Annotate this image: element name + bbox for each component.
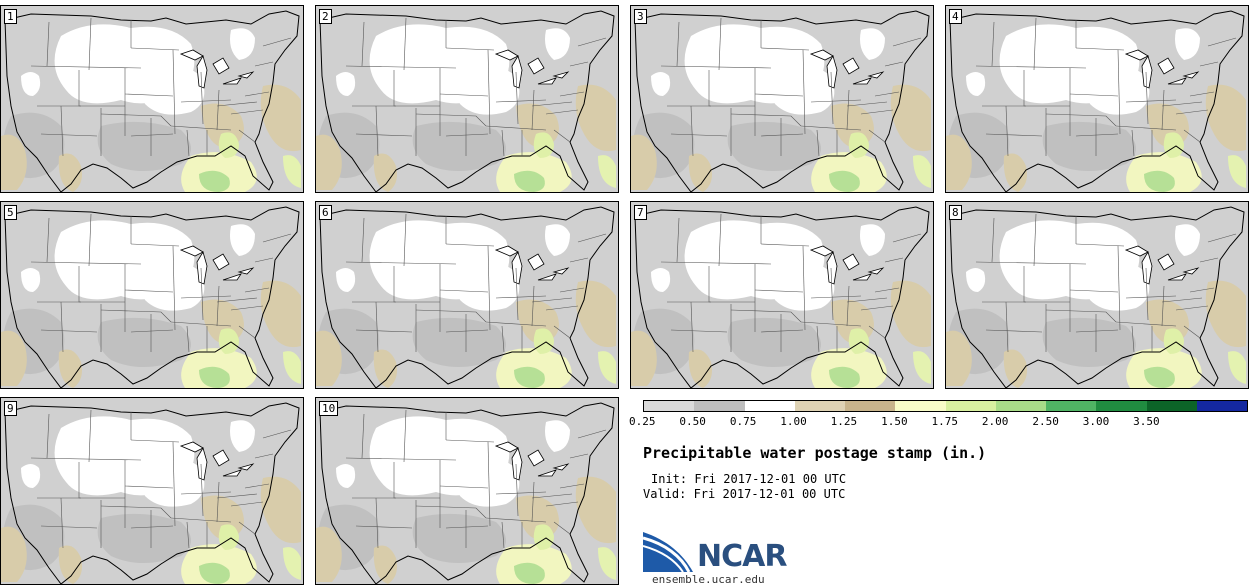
map-panel-image <box>631 202 933 388</box>
panel-number-label: 3 <box>634 9 647 24</box>
colorbar-tick-label: 3.50 <box>1133 415 1160 428</box>
map-panel: 9 <box>0 397 304 585</box>
colorbar-swatch <box>794 401 845 411</box>
colorbar-tick-label: 2.00 <box>981 415 1009 428</box>
colorbar-swatch <box>744 401 795 411</box>
valid-time: Valid: Fri 2017-12-01 00 UTC <box>643 487 846 501</box>
colorbar <box>643 400 1248 412</box>
map-panel: 7 <box>630 201 934 389</box>
colorbar-swatch <box>845 401 896 411</box>
colorbar-tick-label: 2.50 <box>1032 415 1059 428</box>
map-panel-image <box>1 398 303 584</box>
colorbar-tick-label: 1.00 <box>780 415 807 428</box>
map-panel-image <box>946 202 1248 388</box>
panel-number-label: 1 <box>4 9 17 24</box>
map-panel: 2 <box>315 5 619 193</box>
colorbar-tick-label: 1.75 <box>931 415 959 428</box>
panel-number-label: 4 <box>949 9 962 24</box>
map-panel-image <box>316 398 618 584</box>
colorbar-tick-label: 0.25 <box>629 415 656 428</box>
colorbar-tick-label: 0.75 <box>729 415 757 428</box>
map-panel-image <box>316 6 618 192</box>
colorbar-ticks: 0.25 0.50 0.75 1.00 1.25 1.50 1.75 2.00 2.50 3.00… <box>629 415 1260 429</box>
colorbar-swatch <box>995 401 1046 411</box>
ncar-logo-icon <box>643 532 693 573</box>
map-panel: 5 <box>0 201 304 389</box>
map-panel-image <box>631 6 933 192</box>
ncar-logo-text: NCAR <box>697 539 787 574</box>
chart-title: Precipitable water postage stamp (in.) <box>643 444 987 462</box>
map-panel: 1 <box>0 5 304 193</box>
colorbar-swatch <box>1146 401 1197 411</box>
map-panel-image <box>946 6 1248 192</box>
colorbar-swatch <box>644 401 695 411</box>
init-time: Init: Fri 2017-12-01 00 UTC <box>651 472 847 486</box>
colorbar-swatch <box>1096 401 1147 411</box>
panel-number-label: 6 <box>319 205 332 220</box>
colorbar-tick-label: 3.00 <box>1082 415 1110 428</box>
ensemble-url: ensemble.ucar.edu <box>652 573 765 586</box>
colorbar-tick-label: 1.25 <box>830 415 858 428</box>
colorbar-swatch <box>895 401 946 411</box>
panel-number-label: 10 <box>319 401 339 416</box>
colorbar-tick-label: 0.50 <box>679 415 706 428</box>
panel-number-label: 7 <box>634 205 647 220</box>
panel-number-label: 2 <box>319 9 332 24</box>
colorbar-swatch <box>945 401 996 411</box>
map-panel-image <box>1 202 303 388</box>
map-panel: 3 <box>630 5 934 193</box>
map-panel-image <box>1 6 303 192</box>
map-panel: 8 <box>945 201 1249 389</box>
map-panel: 10 <box>315 397 619 585</box>
colorbar-swatch <box>694 401 745 411</box>
panel-number-label: 8 <box>949 205 962 220</box>
map-panel: 6 <box>315 201 619 389</box>
colorbar-swatch <box>1046 401 1097 411</box>
panel-number-label: 5 <box>4 205 17 220</box>
panel-number-label: 9 <box>4 401 17 416</box>
colorbar-swatch <box>1196 401 1247 411</box>
colorbar-tick-label: 1.50 <box>881 415 908 428</box>
map-panel: 4 <box>945 5 1249 193</box>
map-panel-image <box>316 202 618 388</box>
